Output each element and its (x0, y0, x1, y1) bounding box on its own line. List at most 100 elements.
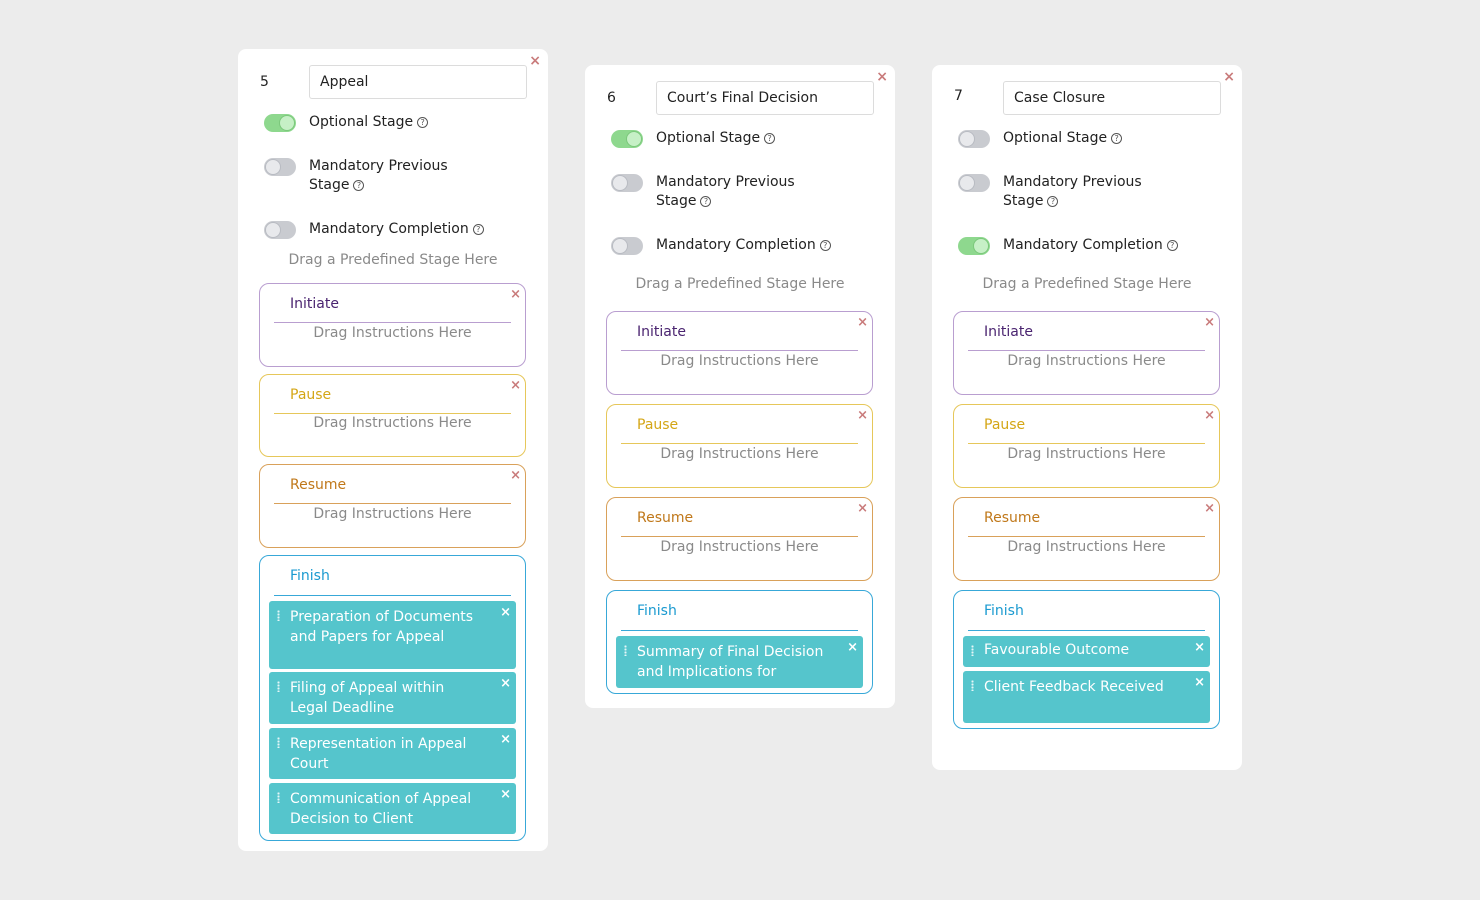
section-divider (274, 595, 511, 596)
mandatory-completion-label: Mandatory Completion? (656, 236, 831, 255)
optional-stage-toggle[interactable] (264, 114, 296, 132)
mandatory-completion-toggle[interactable] (264, 221, 296, 239)
resume-section[interactable]: × Resume Drag Instructions Here (259, 464, 526, 548)
optional-stage-toggle[interactable] (611, 130, 643, 148)
drag-handle-icon[interactable] (277, 737, 280, 748)
drag-handle-icon[interactable] (277, 792, 280, 803)
question-circle-icon[interactable]: ? (417, 117, 429, 128)
instructions-dropzone[interactable]: Drag Instructions Here (660, 353, 819, 369)
instruction-item[interactable]: Filing of Appeal within Legal Deadline × (269, 672, 516, 724)
question-circle-icon[interactable]: ? (472, 224, 484, 235)
close-icon[interactable]: × (1194, 675, 1205, 690)
section-divider (621, 630, 858, 631)
instruction-item[interactable]: Communication of Appeal Decision to Clie… (269, 783, 516, 834)
stage-name-input[interactable] (309, 65, 527, 99)
instruction-item[interactable]: Favourable Outcome × (963, 636, 1210, 667)
pause-section[interactable]: × Pause Drag Instructions Here (259, 374, 526, 457)
question-circle-icon[interactable]: ? (1047, 196, 1059, 207)
close-icon[interactable]: × (500, 787, 511, 802)
section-divider (968, 630, 1205, 631)
close-icon[interactable]: × (1194, 640, 1205, 655)
instructions-dropzone[interactable]: Drag Instructions Here (313, 325, 472, 341)
instructions-dropzone[interactable]: Drag Instructions Here (313, 506, 472, 522)
section-title: Finish (637, 603, 677, 619)
drag-handle-icon[interactable] (624, 645, 627, 656)
drag-handle-icon[interactable] (971, 680, 974, 691)
optional-stage-row: Optional Stage? (958, 129, 1123, 148)
close-icon[interactable]: × (500, 676, 511, 691)
finish-section[interactable]: Finish Favourable Outcome × Client Feedb… (953, 590, 1220, 729)
finish-section[interactable]: Finish Preparation of Documents and Pape… (259, 555, 526, 841)
instruction-item[interactable]: Client Feedback Received × (963, 671, 1210, 723)
mandatory-completion-toggle[interactable] (958, 237, 990, 255)
close-icon[interactable]: × (876, 69, 888, 85)
question-circle-icon[interactable]: ? (764, 133, 776, 144)
section-divider (968, 443, 1205, 444)
section-divider (968, 536, 1205, 537)
mandatory-completion-label: Mandatory Completion? (1003, 236, 1178, 255)
close-icon[interactable]: × (500, 605, 511, 620)
stage-name-input[interactable] (1003, 81, 1221, 115)
label-text: Optional Stage (309, 114, 414, 130)
resume-section[interactable]: × Resume Drag Instructions Here (953, 497, 1220, 581)
predefined-stage-dropzone[interactable]: Drag a Predefined Stage Here (635, 276, 845, 292)
question-circle-icon[interactable]: ? (819, 240, 831, 251)
pause-section[interactable]: × Pause Drag Instructions Here (953, 404, 1220, 488)
close-icon[interactable]: × (529, 53, 541, 69)
close-icon[interactable]: × (510, 287, 521, 302)
close-icon[interactable]: × (510, 378, 521, 393)
mandatory-completion-row: Mandatory Completion? (611, 236, 831, 255)
optional-stage-toggle[interactable] (958, 130, 990, 148)
instructions-dropzone[interactable]: Drag Instructions Here (1007, 539, 1166, 555)
question-circle-icon[interactable]: ? (353, 180, 365, 191)
instructions-dropzone[interactable]: Drag Instructions Here (660, 539, 819, 555)
close-icon[interactable]: × (857, 315, 868, 330)
instruction-item[interactable]: Summary of Final Decision and Implicatio… (616, 636, 863, 688)
section-title: Finish (984, 603, 1024, 619)
question-circle-icon[interactable]: ? (1166, 240, 1178, 251)
close-icon[interactable]: × (1204, 408, 1215, 423)
stage-card: × 7 Optional Stage? Mandatory Previous St… (932, 65, 1242, 770)
resume-section[interactable]: × Resume Drag Instructions Here (606, 497, 873, 581)
instructions-dropzone[interactable]: Drag Instructions Here (1007, 353, 1166, 369)
close-icon[interactable]: × (857, 408, 868, 423)
question-circle-icon[interactable]: ? (700, 196, 712, 207)
drag-handle-icon[interactable] (971, 645, 974, 656)
close-icon[interactable]: × (857, 501, 868, 516)
section-title: Finish (290, 568, 330, 584)
mandatory-previous-stage-toggle[interactable] (264, 158, 296, 176)
close-icon[interactable]: × (1204, 501, 1215, 516)
close-icon[interactable]: × (1223, 69, 1235, 85)
section-title: Resume (984, 510, 1041, 526)
predefined-stage-dropzone[interactable]: Drag a Predefined Stage Here (982, 276, 1192, 292)
drag-handle-icon[interactable] (277, 610, 280, 621)
optional-stage-label: Optional Stage? (1003, 129, 1123, 148)
initiate-section[interactable]: × Initiate Drag Instructions Here (259, 283, 526, 367)
instructions-dropzone[interactable]: Drag Instructions Here (660, 446, 819, 462)
mandatory-previous-stage-toggle[interactable] (958, 174, 990, 192)
finish-section[interactable]: Finish Summary of Final Decision and Imp… (606, 590, 873, 694)
stage-name-input[interactable] (656, 81, 874, 115)
close-icon[interactable]: × (500, 732, 511, 747)
close-icon[interactable]: × (847, 640, 858, 655)
label-line-2: Stage (656, 193, 697, 209)
instruction-item[interactable]: Preparation of Documents and Papers for … (269, 601, 516, 669)
mandatory-previous-stage-toggle[interactable] (611, 174, 643, 192)
pause-section[interactable]: × Pause Drag Instructions Here (606, 404, 873, 488)
initiate-section[interactable]: × Initiate Drag Instructions Here (953, 311, 1220, 395)
question-circle-icon[interactable]: ? (1111, 133, 1123, 144)
toggle-knob (265, 222, 281, 238)
close-icon[interactable]: × (1204, 315, 1215, 330)
instructions-dropzone[interactable]: Drag Instructions Here (1007, 446, 1166, 462)
close-icon[interactable]: × (510, 468, 521, 483)
label-line-2: Stage (1003, 193, 1044, 209)
predefined-stage-dropzone[interactable]: Drag a Predefined Stage Here (288, 252, 498, 268)
initiate-section[interactable]: × Initiate Drag Instructions Here (606, 311, 873, 395)
instruction-item[interactable]: Representation in Appeal Court × (269, 728, 516, 779)
instructions-dropzone[interactable]: Drag Instructions Here (313, 415, 472, 431)
drag-handle-icon[interactable] (277, 681, 280, 692)
mandatory-completion-toggle[interactable] (611, 237, 643, 255)
toggle-knob (279, 115, 295, 131)
section-title: Initiate (637, 324, 686, 340)
optional-stage-row: Optional Stage? (611, 129, 776, 148)
